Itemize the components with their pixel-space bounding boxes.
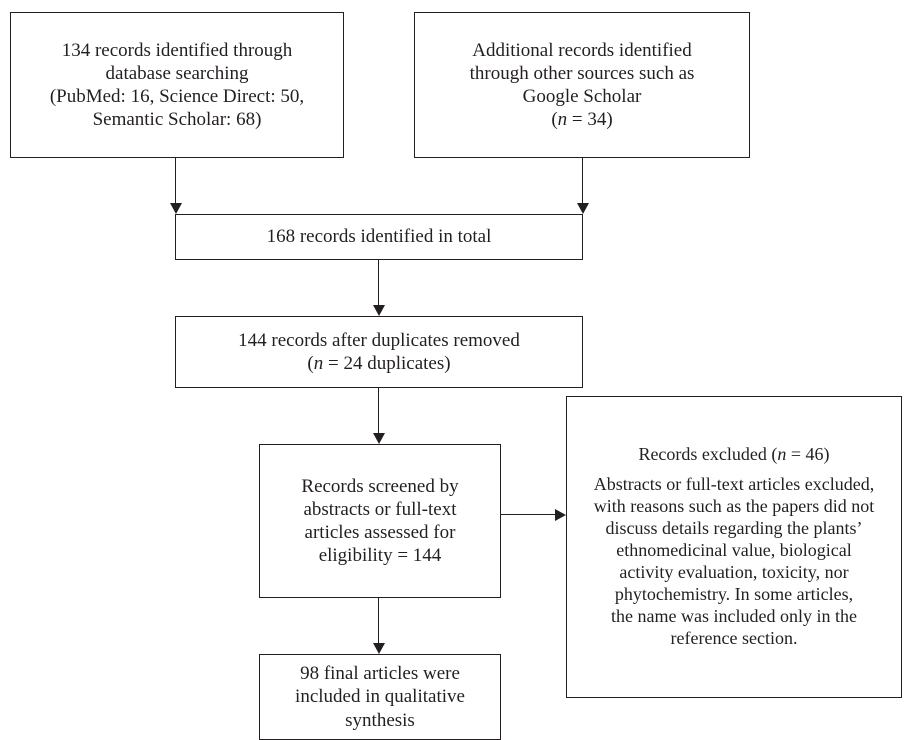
identified-other-line3: Google Scholar (522, 86, 642, 107)
excluded-line8: reference section. (670, 627, 798, 648)
excluded-title-suffix: = 46) (786, 444, 830, 465)
arrowhead-dedup-to-screened (373, 433, 385, 444)
excluded-line5: activity evaluation, toxicity, nor (619, 561, 849, 582)
identified-database-line1: 134 records identified through (61, 39, 293, 61)
duplicates-removed-count-prefix: ( (307, 353, 314, 374)
excluded-title-prefix: Records excluded ( (638, 444, 778, 465)
excluded-title-symbol: n (777, 444, 787, 465)
connector-screened-to-included (378, 598, 380, 647)
arrowhead-other-to-total (577, 203, 589, 214)
connector-screened-to-excluded (501, 514, 556, 516)
identified-other-count-suffix: = 34) (567, 109, 613, 131)
connector-total-to-dedup (378, 260, 380, 309)
identified-other-line1: Additional records identified (472, 39, 692, 61)
identified-database-line2: database searching (105, 62, 249, 84)
screened-line3: articles assessed for (304, 522, 456, 543)
screened-line2: abstracts or full-text (303, 498, 457, 520)
duplicates-removed-count-symbol: n (313, 353, 324, 374)
identified-database-line3: (PubMed: 16, Science Direct: 50, (49, 86, 305, 107)
identified-other-count: (n = 34) (551, 108, 612, 131)
duplicates-removed-count: (n = 24 duplicates) (307, 352, 450, 375)
included-line1: 98 final articles were (300, 663, 460, 685)
arrowhead-database-to-total (170, 203, 182, 214)
identified-other-count-symbol: n (557, 109, 568, 131)
connector-other-to-total (582, 158, 584, 207)
identified-database-box: 134 records identified through database … (10, 12, 344, 158)
identified-database-line4: Semantic Scholar: 68) (92, 109, 262, 131)
duplicates-removed-line1: 144 records after duplicates removed (238, 329, 520, 351)
screened-line4: eligibility = 144 (318, 545, 442, 567)
arrowhead-total-to-dedup (373, 305, 385, 316)
total-identified-box: 168 records identified in total (175, 214, 583, 260)
excluded-line4: ethnomedicinal value, biological (616, 540, 852, 561)
identified-other-line2: through other sources such as (469, 62, 695, 84)
duplicates-removed-count-suffix: = 24 duplicates) (323, 353, 451, 374)
included-line3: synthesis (345, 709, 415, 731)
connector-database-to-total (175, 158, 177, 207)
identified-other-box: Additional records identified through ot… (414, 12, 750, 158)
duplicates-removed-box: 144 records after duplicates removed (n … (175, 316, 583, 388)
excluded-title: Records excluded (n = 46) (638, 444, 829, 466)
excluded-line3: discuss details regarding the plants’ (605, 518, 863, 539)
screened-box: Records screened by abstracts or full-te… (259, 444, 501, 598)
arrowhead-screened-to-included (373, 643, 385, 654)
excluded-box: Records excluded (n = 46) Abstracts or f… (566, 396, 902, 698)
screened-line1: Records screened by (301, 475, 459, 497)
excluded-line6: phytochemistry. In some articles, (614, 583, 854, 604)
excluded-line2: with reasons such as the papers did not (593, 496, 875, 517)
total-identified-text: 168 records identified in total (266, 226, 492, 248)
included-box: 98 final articles were included in quali… (259, 654, 501, 740)
arrowhead-screened-to-excluded (555, 509, 566, 521)
identified-other-count-prefix: ( (551, 109, 558, 131)
included-line2: included in qualitative (295, 686, 465, 708)
excluded-line1: Abstracts or full-text articles excluded… (593, 474, 875, 495)
connector-dedup-to-screened (378, 388, 380, 437)
excluded-line7: the name was included only in the (611, 605, 857, 626)
